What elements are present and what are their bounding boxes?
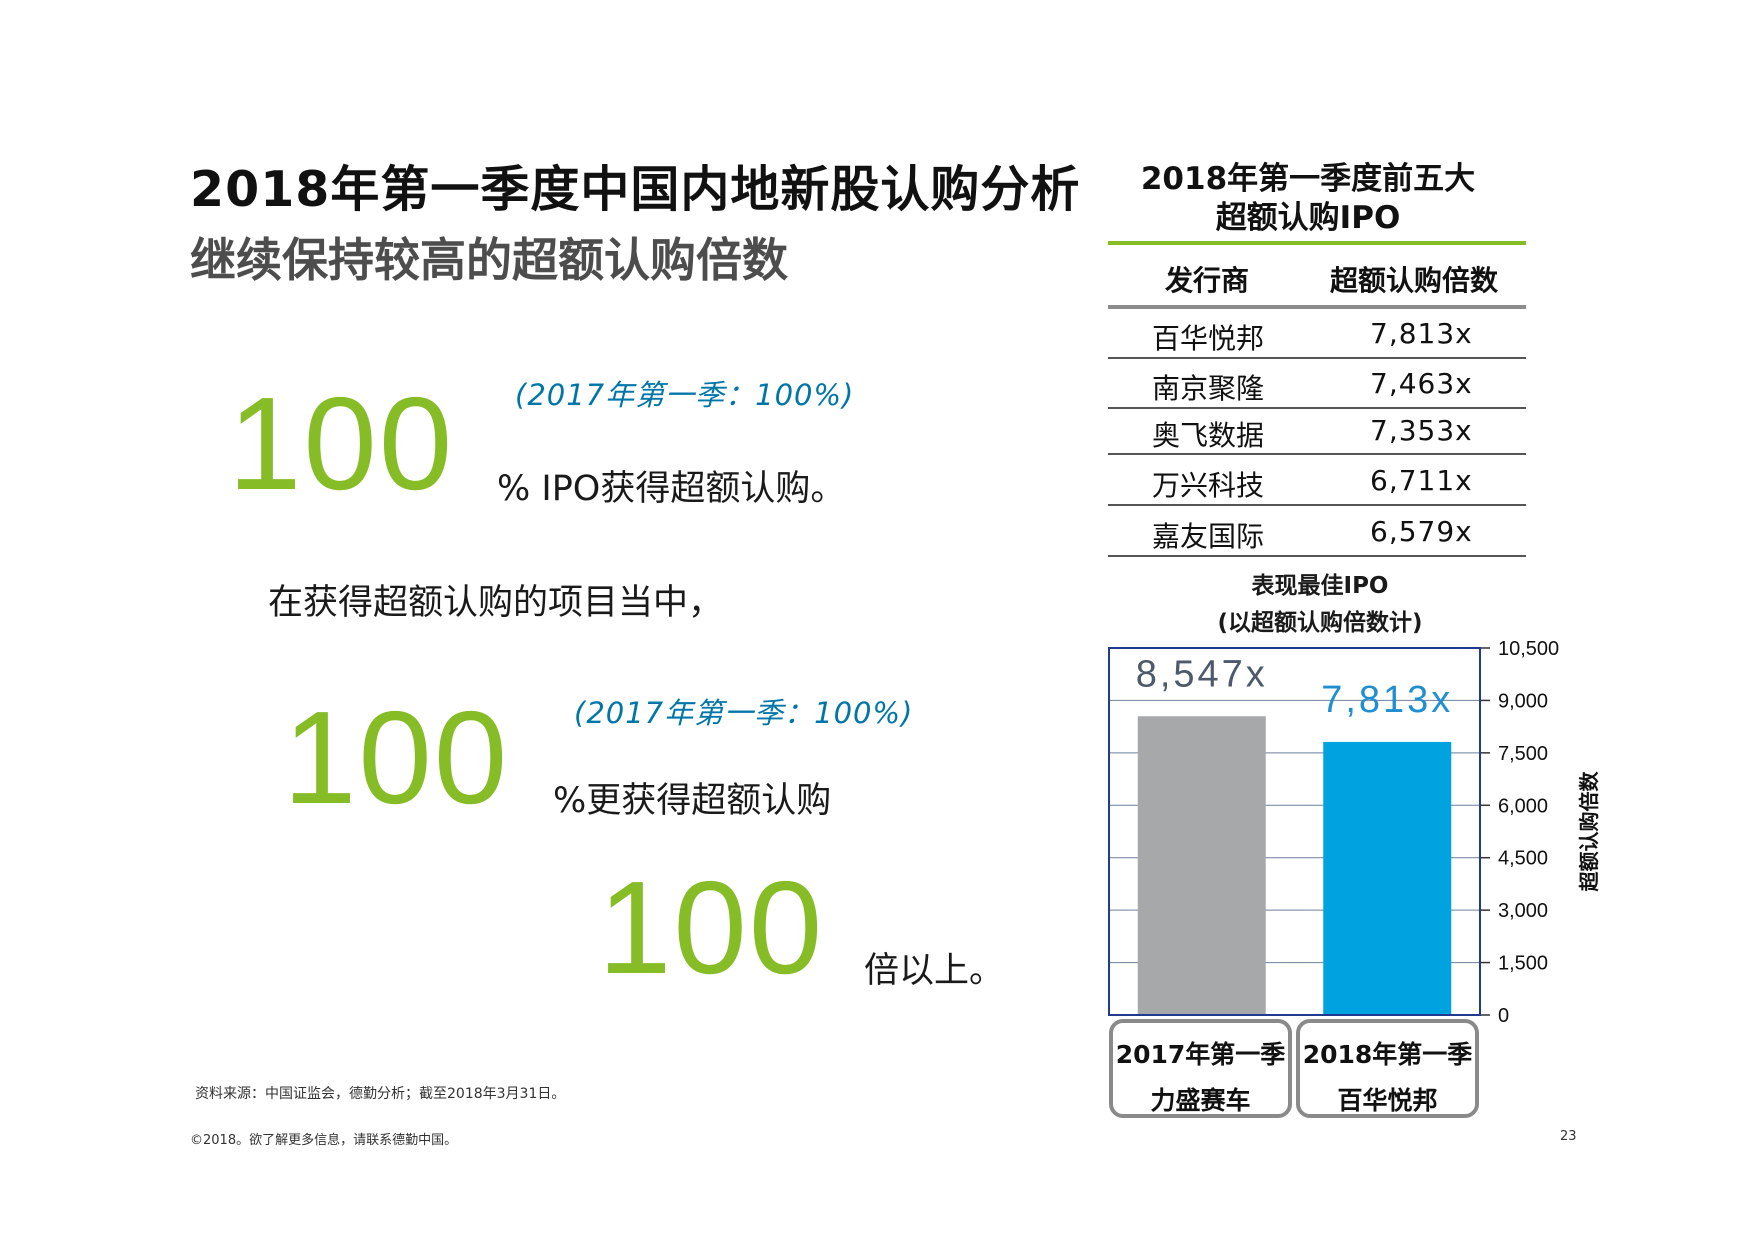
table-cell-multiple: 7,813x (1370, 317, 1473, 350)
y-tick-label: 6,000 (1498, 795, 1548, 817)
plot-frame (1108, 647, 1481, 1016)
stat-1-text: % IPO获得超额认购。 (497, 469, 846, 509)
table-row-divider (1108, 357, 1526, 359)
chart-title-line1: 表现最佳IPO (1251, 573, 1389, 599)
data-label: 8,547x (1136, 653, 1268, 695)
stat-2-value: 100 (283, 684, 510, 831)
table-header-rule (1108, 305, 1526, 309)
table-title-line2: 超额认购IPO (1215, 200, 1401, 236)
bar (1137, 716, 1266, 1015)
table-cell-issuer: 嘉友国际 (1152, 520, 1265, 553)
copyright: ©2018。欲了解更多信息，请联系德勤中国。 (190, 1133, 458, 1148)
table-cell-multiple: 7,463x (1370, 367, 1473, 400)
table-header-issuer: 发行商 (1165, 264, 1250, 297)
page-number: 23 (1560, 1129, 1577, 1144)
category-box-2018: 2018年第一季 百华悦邦 (1296, 1019, 1479, 1118)
y-tick-label: 3,000 (1498, 900, 1548, 922)
table-row-divider (1108, 453, 1526, 455)
data-label: 7,813x (1321, 679, 1453, 721)
table-cell-issuer: 万兴科技 (1152, 469, 1265, 502)
table-cell-issuer: 奥飞数据 (1152, 419, 1265, 452)
stat-3-value: 100 (598, 854, 825, 1001)
category-box-2017: 2017年第一季 力盛赛车 (1109, 1019, 1292, 1118)
source-note: 资料来源：中国证监会，德勤分析；截至2018年3月31日。 (195, 1086, 566, 1102)
page-title: 2018年第一季度中国内地新股认购分析 (190, 161, 1081, 218)
table-cell-issuer: 南京聚隆 (1152, 372, 1265, 405)
y-tick-label: 4,500 (1498, 848, 1548, 870)
category-label-issuer: 力盛赛车 (1150, 1086, 1251, 1115)
table-cell-multiple: 6,711x (1370, 464, 1473, 497)
y-axis-label: 超额认购倍数 (1577, 771, 1601, 893)
stat-1-value: 100 (228, 370, 455, 517)
y-tick-label: 7,500 (1498, 743, 1548, 765)
table-top-rule (1108, 241, 1526, 245)
bar (1323, 741, 1452, 1015)
table-row-divider (1108, 504, 1526, 506)
y-tick-label: 10,500 (1498, 638, 1559, 660)
table-cell-issuer: 百华悦邦 (1152, 322, 1265, 355)
table-cell-multiple: 6,579x (1370, 515, 1473, 548)
y-tick-label: 9,000 (1498, 690, 1548, 712)
category-label-issuer: 百华悦邦 (1337, 1086, 1438, 1115)
stat-2-text: %更获得超额认购 (553, 781, 832, 821)
stat-2-note: (2017年第一季：100%) (574, 696, 914, 730)
category-label-period: 2018年第一季 (1302, 1040, 1473, 1069)
chart-title-line2: (以超额认购倍数计) (1217, 610, 1423, 636)
y-tick-label: 1,500 (1498, 953, 1548, 975)
y-tick-label: 0 (1498, 1005, 1509, 1027)
page-subtitle: 继续保持较高的超额认购倍数 (190, 233, 788, 287)
table-header-multiple: 超额认购倍数 (1330, 264, 1499, 297)
stat-lead-text: 在获得超额认购的项目当中， (268, 583, 724, 623)
table-title: 2018年第一季度前五大 超额认购IPO (1108, 160, 1508, 238)
table-bottom-rule (1108, 555, 1526, 557)
table-row-divider (1108, 407, 1526, 409)
table-cell-multiple: 7,353x (1370, 414, 1473, 447)
stat-3-text: 倍以上。 (864, 951, 1005, 991)
table-title-line1: 2018年第一季度前五大 (1140, 161, 1476, 197)
stat-1-note: (2017年第一季：100%) (515, 378, 855, 412)
category-label-period: 2017年第一季 (1115, 1040, 1286, 1069)
chart-title: 表现最佳IPO (以超额认购倍数计) (1150, 568, 1490, 642)
